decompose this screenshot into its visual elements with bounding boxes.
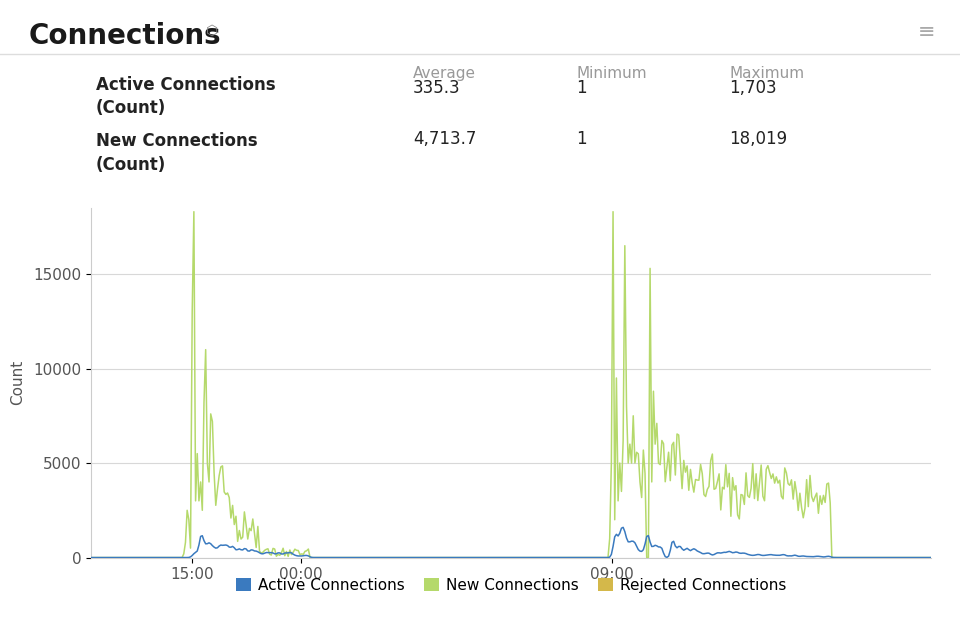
Y-axis label: Count: Count	[10, 360, 25, 405]
Text: Average: Average	[413, 66, 476, 81]
Text: Connections: Connections	[29, 22, 222, 50]
Text: 4,713.7: 4,713.7	[413, 130, 476, 149]
Text: Maximum: Maximum	[730, 66, 804, 81]
Text: 18,019: 18,019	[730, 130, 788, 149]
Text: Active Connections
(Count): Active Connections (Count)	[96, 76, 276, 117]
Text: 1,703: 1,703	[730, 79, 778, 97]
Text: 1: 1	[576, 79, 587, 97]
Text: 335.3: 335.3	[413, 79, 461, 97]
Legend: Active Connections, New Connections, Rejected Connections: Active Connections, New Connections, Rej…	[229, 571, 793, 599]
Text: ⬡: ⬡	[206, 23, 219, 37]
Text: ≡: ≡	[918, 22, 935, 42]
Text: New Connections
(Count): New Connections (Count)	[96, 132, 257, 174]
Text: Minimum: Minimum	[576, 66, 647, 81]
Text: 1: 1	[576, 130, 587, 149]
